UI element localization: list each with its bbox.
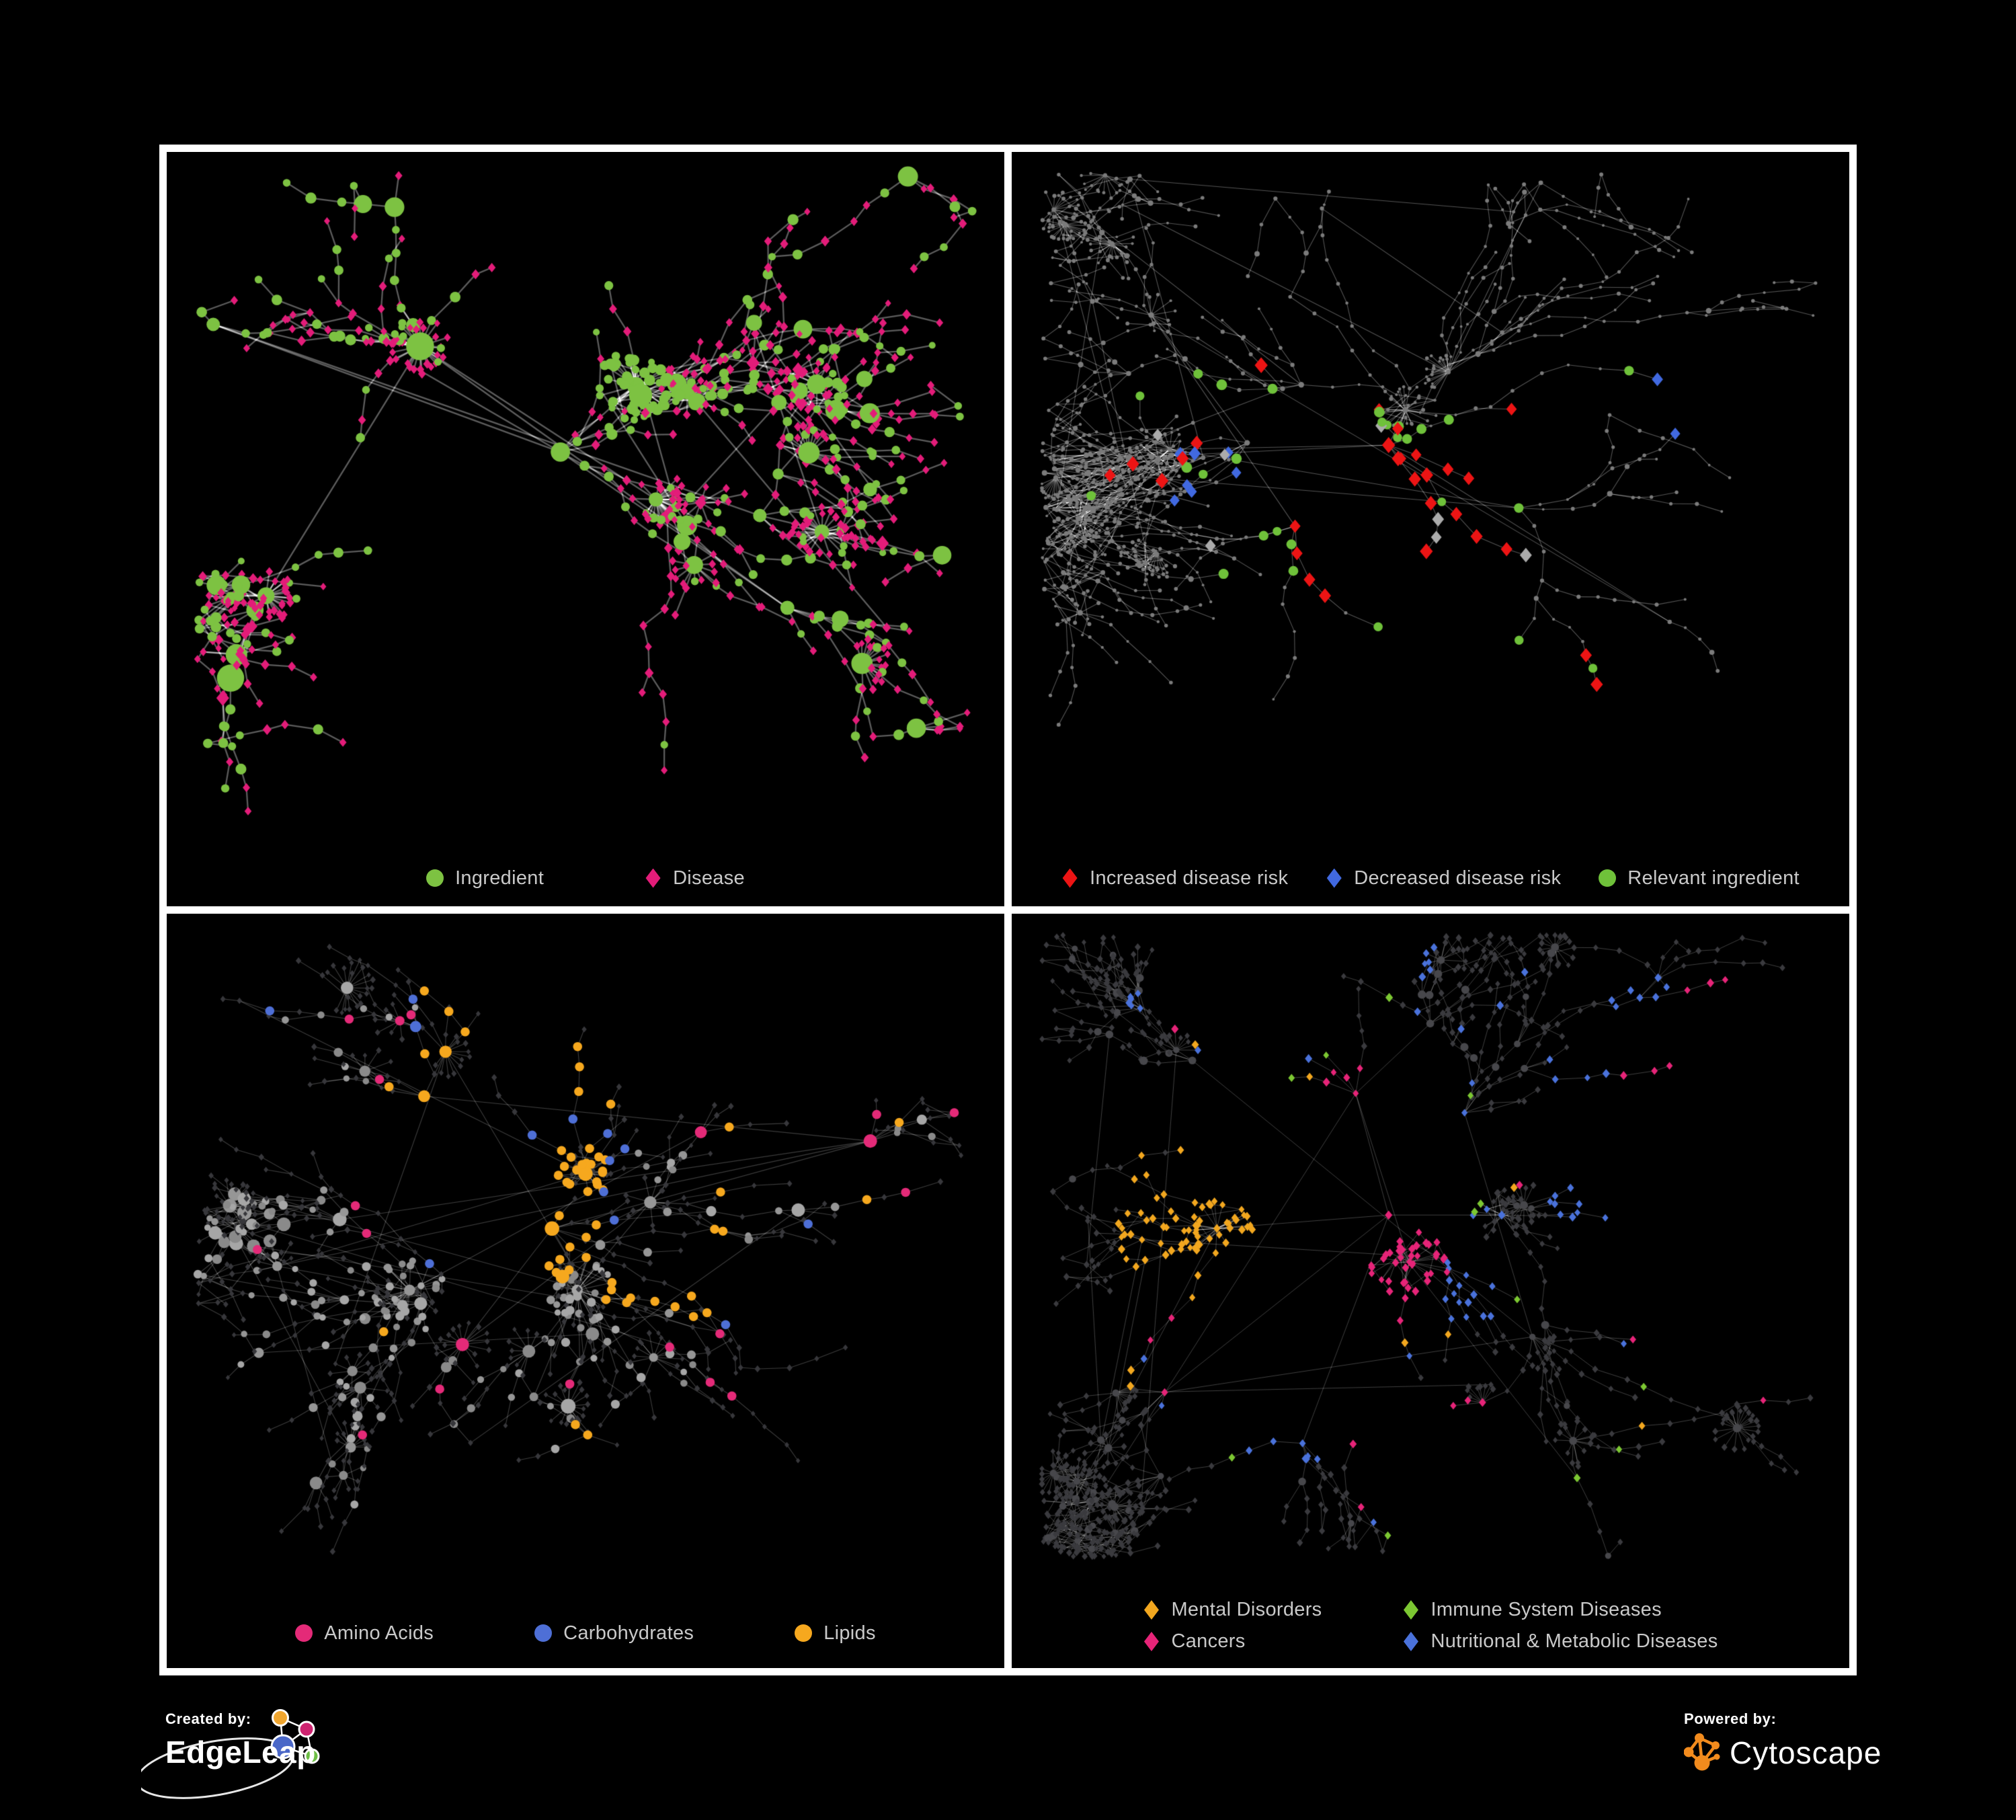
legend-item-carbohydrates: Carbohydrates [534, 1622, 694, 1645]
legend-item-nutritional-metabolic-diseases: Nutritional & Metabolic Diseases [1402, 1630, 1718, 1653]
cytoscape-branding: Powered by: Cytoscape [1684, 1710, 1882, 1774]
disease-categories-network-canvas [1012, 914, 1849, 1583]
decreased-disease-risk-marker-icon [1326, 868, 1342, 888]
legend-item-relevant-ingredient: Relevant ingredient [1599, 867, 1800, 889]
panel-disease-risk-network: Increased disease risk Decreased disease … [1012, 152, 1849, 906]
panel-ingredient-disease-network: Ingredient Disease [167, 152, 1004, 906]
legend-disease-risk: Increased disease risk Decreased disease … [1012, 850, 1849, 906]
legend-item-disease: Disease [645, 867, 745, 889]
legend-item-decreased-disease-risk: Decreased disease risk [1326, 867, 1561, 889]
cytoscape-wordmark: Cytoscape [1730, 1735, 1882, 1770]
disease-risk-network-canvas [1012, 152, 1849, 850]
legend-item-immune-system-diseases: Immune System Diseases [1402, 1599, 1718, 1621]
mental-disorders-marker-icon [1143, 1600, 1159, 1620]
powered-by-label: Powered by: [1684, 1710, 1777, 1727]
legend-label: Immune System Diseases [1430, 1599, 1662, 1620]
legend-label: Relevant ingredient [1627, 867, 1800, 889]
cytoscape-logo-icon [1684, 1733, 1720, 1771]
legend-label: Nutritional & Metabolic Diseases [1430, 1630, 1718, 1652]
legend-item-cancers: Cancers [1143, 1630, 1322, 1653]
nutritional-metabolic-diseases-marker-icon [1403, 1632, 1418, 1651]
legend-label: Disease [673, 867, 745, 889]
disease-marker-icon [645, 868, 661, 888]
legend-item-mental-disorders: Mental Disorders [1143, 1599, 1322, 1621]
legend-label: Amino Acids [324, 1622, 434, 1644]
lipids-marker-icon [795, 1624, 813, 1642]
panel-grid: Ingredient Disease Increased disease risk… [159, 145, 1857, 1675]
ingredient-marker-icon [426, 869, 444, 887]
legend-item-lipids: Lipids [795, 1622, 876, 1645]
legend-item-increased-disease-risk: Increased disease risk [1061, 867, 1288, 889]
legend-item-amino-acids: Amino Acids [295, 1622, 434, 1645]
carbohydrates-marker-icon [534, 1624, 553, 1642]
panel-disease-categories-network: Mental Disorders Immune System Diseases Ca… [1012, 914, 1849, 1668]
legend-label: Lipids [823, 1622, 876, 1644]
edgeleap-wordmark: EdgeLeap [165, 1735, 316, 1770]
panel-ingredient-classes-network: Amino Acids Carbohydrates Lipids [167, 914, 1004, 1668]
legend-label: Ingredient [455, 867, 545, 889]
legend-disease-categories: Mental Disorders Immune System Diseases Ca… [1012, 1583, 1849, 1668]
edgeleap-logo-icon [141, 1709, 320, 1799]
relevant-ingredient-marker-icon [1599, 869, 1617, 887]
legend-ingredient-disease: Ingredient Disease [167, 850, 1004, 906]
ingredient-disease-network-canvas [167, 152, 1004, 850]
legend-item-ingredient: Ingredient [426, 867, 544, 889]
legend-label: Mental Disorders [1171, 1599, 1322, 1620]
cancers-marker-icon [1143, 1632, 1159, 1651]
edgeleap-branding: Created by: EdgeLeap [165, 1710, 316, 1770]
created-by-label: Created by: [165, 1710, 251, 1727]
legend-label: Decreased disease risk [1354, 867, 1562, 889]
immune-system-diseases-marker-icon [1403, 1600, 1418, 1620]
amino-acids-marker-icon [295, 1624, 313, 1642]
legend-label: Increased disease risk [1090, 867, 1289, 889]
legend-label: Carbohydrates [563, 1622, 694, 1644]
ingredient-classes-network-canvas [167, 914, 1004, 1598]
increased-disease-risk-marker-icon [1062, 868, 1078, 888]
legend-label: Cancers [1171, 1630, 1246, 1652]
legend-ingredient-classes: Amino Acids Carbohydrates Lipids [167, 1598, 1004, 1668]
